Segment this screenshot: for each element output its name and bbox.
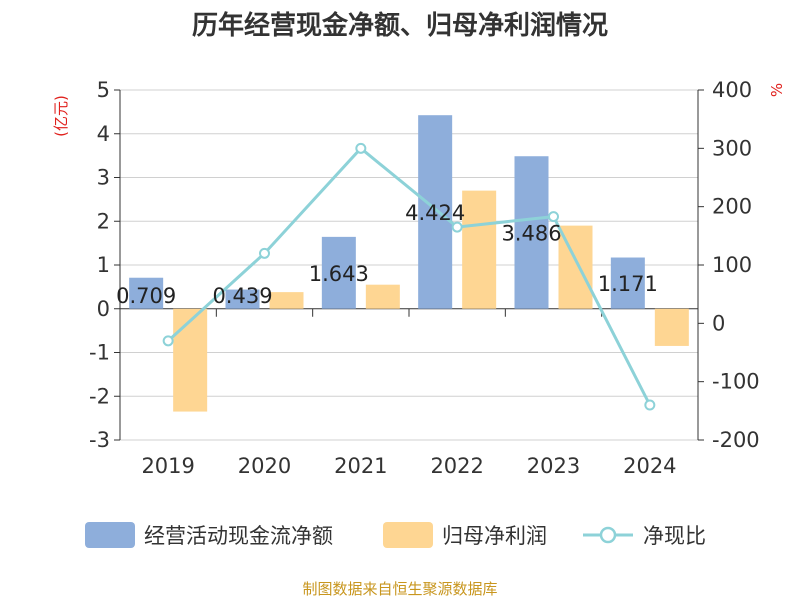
profit-bar: [365, 284, 400, 309]
ratio-point: [259, 247, 270, 259]
cashflow-bar: [418, 115, 453, 309]
x-tick-label: 2023: [527, 454, 580, 478]
bars: [129, 115, 689, 412]
legend-swatch-profit: [383, 522, 433, 548]
ratio-point: [162, 335, 174, 347]
legend-marker-ratio: [599, 526, 617, 544]
legend-label-ratio: 净现比: [643, 524, 706, 548]
x-tick-label: 2020: [238, 454, 291, 478]
left-axis-unit: (亿元): [52, 95, 70, 137]
x-tick-label: 2024: [623, 454, 676, 478]
x-tick-label: 2021: [334, 454, 387, 478]
left-tick-label: 5: [97, 78, 110, 102]
source-note: 制图数据来自恒生聚源数据库: [302, 580, 497, 598]
left-tick-label: 1: [97, 253, 110, 277]
x-tick-label: 2019: [141, 454, 194, 478]
profit-bar: [173, 308, 208, 412]
grid: [120, 89, 698, 441]
data-labels: 0.709 0.439 1.643 4.424 3.486 1.171: [116, 201, 658, 308]
cashflow-bar: [225, 289, 260, 309]
right-tick-label: 0: [712, 311, 725, 335]
cashflow-data-label: 3.486: [501, 221, 561, 245]
cashflow-data-label: 1.643: [309, 262, 369, 286]
ratio-point: [644, 399, 656, 411]
cashflow-data-label: 1.171: [598, 272, 658, 296]
right-tick-label: 300: [712, 136, 752, 160]
legend-label-profit: 归母净利润: [442, 524, 547, 548]
cashflow-data-label: 4.424: [405, 201, 465, 225]
cashflow-bar: [129, 277, 164, 309]
legend: 经营活动现金流净额 归母净利润 净现比: [85, 522, 706, 548]
right-tick-label: 200: [712, 195, 752, 219]
profit-bar: [269, 292, 304, 309]
right-tick-label: -200: [712, 428, 760, 452]
axes: 5 4 3 2 1 0 -1 -2 -3 400 300 200 100 0 -100 -200 2019 202…: [89, 78, 760, 478]
cashflow-data-label: 0.439: [212, 284, 272, 308]
cashflow-bar: [321, 236, 356, 309]
right-tick-label: -100: [712, 370, 760, 394]
ratio-point: [451, 221, 463, 233]
cashflow-bar: [514, 156, 549, 309]
legend-swatch-cashflow: [85, 522, 135, 548]
profit-bar: [654, 308, 689, 346]
left-tick-label: 2: [97, 209, 110, 233]
x-tick-label: 2022: [430, 454, 483, 478]
chart-title: 历年经营现金净额、归母净利润情况: [192, 10, 608, 41]
left-tick-label: 4: [97, 122, 110, 146]
ratio-point: [355, 142, 367, 154]
right-axis-unit: %: [768, 83, 786, 97]
left-tick-label: 0: [97, 297, 110, 321]
left-tick-label: -3: [89, 428, 110, 452]
left-tick-label: -2: [89, 384, 110, 408]
ratio-polyline: [167, 146, 652, 406]
legend-label-cashflow: 经营活动现金流净额: [144, 524, 333, 548]
cashflow-data-label: 0.709: [116, 284, 176, 308]
ratio-point: [548, 211, 559, 223]
cashflow-bar: [610, 257, 645, 309]
left-tick-label: -1: [89, 341, 110, 365]
ratio-line: [162, 142, 656, 411]
right-tick-label: 400: [712, 78, 752, 102]
left-tick-label: 3: [97, 166, 110, 190]
profit-bar: [462, 190, 497, 309]
right-tick-label: 100: [712, 253, 752, 277]
